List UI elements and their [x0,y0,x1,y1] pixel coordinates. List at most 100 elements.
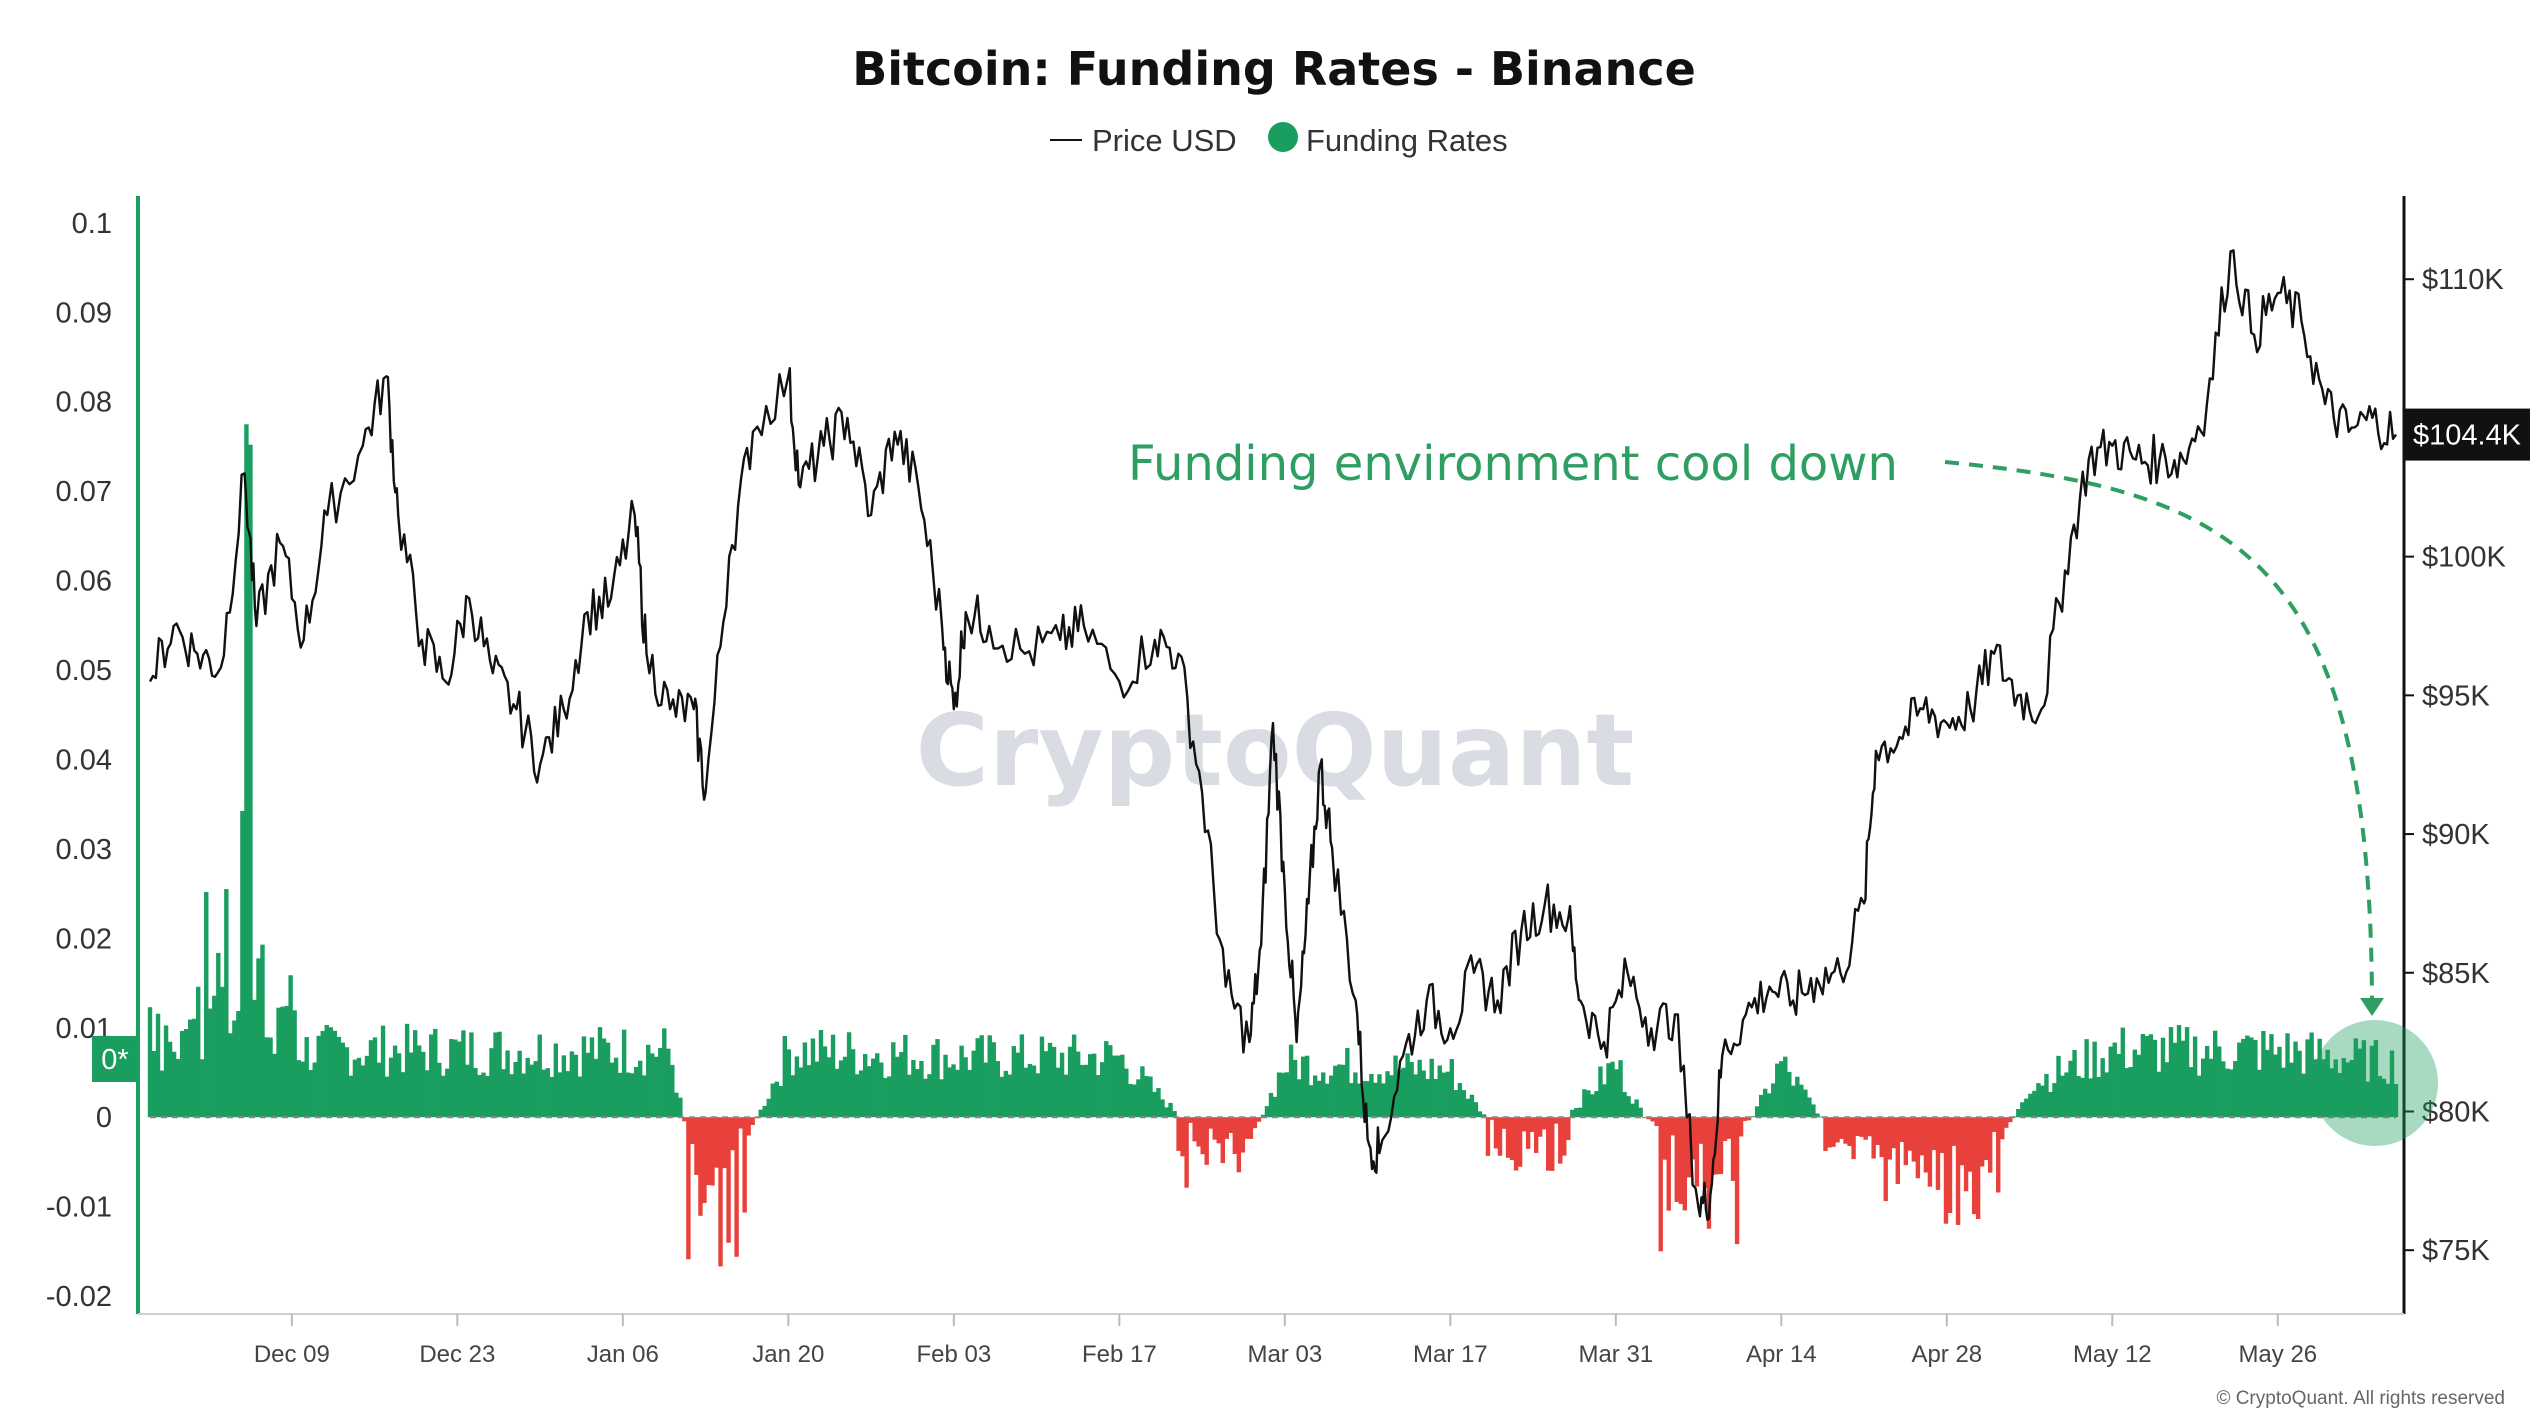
funding-bar-positive [1775,1063,1780,1118]
funding-bar-positive [449,1039,454,1118]
funding-bar-negative [1738,1117,1744,1137]
funding-bar-negative [1714,1117,1720,1175]
funding-bar-positive [2192,1036,2198,1118]
funding-bar-negative [1839,1117,1844,1139]
funding-bar-positive [1449,1059,1454,1118]
funding-bar-positive [975,1038,980,1118]
funding-bar-positive [1308,1085,1314,1118]
funding-bar-positive [509,1074,514,1118]
funding-bar-positive [376,1062,382,1118]
funding-bar-negative [1959,1117,1965,1166]
funding-bar-positive [2285,1033,2290,1118]
funding-bar-positive [2361,1040,2367,1118]
funding-bar-negative [1927,1117,1933,1187]
funding-bar-positive [2144,1036,2150,1118]
funding-bar-positive [991,1042,996,1118]
funding-bar-negative [1176,1117,1181,1151]
funding-bar-positive [2064,1072,2069,1118]
funding-bar-negative [1192,1117,1197,1142]
funding-bar-positive [979,1035,984,1118]
funding-bar-positive [224,889,229,1118]
funding-bar-negative [1216,1117,1221,1144]
funding-bar-negative [1907,1117,1913,1151]
funding-bar-positive [553,1043,559,1118]
funding-bar-positive [1345,1047,1350,1118]
funding-bar-negative [1915,1117,1921,1179]
right-tick-label: $100K [2422,542,2507,574]
funding-bar-positive [875,1053,880,1118]
funding-bar-negative [686,1117,691,1260]
funding-bar-positive [392,1045,398,1118]
funding-bar-positive [778,1085,784,1118]
funding-bar-negative [734,1117,739,1257]
funding-bar-negative [1935,1117,1941,1190]
funding-bar-positive [1124,1068,1129,1118]
funding-bar-positive [529,1064,534,1118]
funding-bar-negative [1566,1117,1571,1140]
funding-bar-negative [1517,1117,1523,1167]
funding-bar-positive [340,1042,346,1118]
funding-bar-negative [1489,1117,1495,1120]
funding-bar-positive [609,1062,615,1118]
funding-bar-positive [336,1036,342,1118]
funding-bar-positive [2172,1042,2178,1118]
funding-bar-positive [1120,1054,1125,1118]
funding-bar-positive [2245,1035,2250,1118]
funding-bar-positive [521,1073,526,1118]
funding-bar-positive [858,1070,864,1118]
funding-bar-negative [1835,1117,1840,1143]
funding-bar-positive [348,1075,354,1118]
funding-bar-negative [1248,1117,1254,1139]
funding-bar-positive [159,1070,165,1118]
funding-bar-positive [2281,1067,2286,1118]
funding-bar-positive [2092,1041,2097,1118]
funding-bar-positive [1083,1064,1089,1118]
funding-bar-positive [2353,1038,2359,1118]
funding-bar-negative [1891,1117,1896,1149]
funding-bar-positive [1787,1072,1792,1118]
funding-bar-positive [501,1069,506,1118]
funding-bar-negative [1887,1117,1892,1160]
funding-bar-positive [1317,1080,1322,1118]
left-axis-ticks: 0.10.090.080.070.060.050.040.030.020.010… [46,208,112,1313]
funding-bar-positive [2393,1083,2399,1118]
funding-bar-positive [400,1072,406,1118]
funding-bar-negative [1971,1117,1977,1215]
funding-bar-positive [2152,1039,2158,1118]
funding-bar-negative [714,1117,719,1168]
funding-bar-positive [1007,1074,1013,1118]
funding-bar-positive [2277,1046,2282,1118]
funding-bar-positive [489,1048,494,1118]
funding-bar-positive [183,1029,189,1118]
funding-bar-positive [561,1055,567,1118]
right-tick-label: $110K [2422,264,2504,296]
funding-bar-positive [1079,1064,1085,1118]
funding-bar-positive [822,1046,828,1118]
funding-bar-positive [380,1025,386,1118]
funding-bar-positive [666,1048,671,1118]
x-tick-label: Apr 14 [1746,1341,1817,1368]
funding-bar-positive [1417,1059,1422,1118]
funding-bar-positive [2096,1076,2101,1118]
funding-bar-positive [1369,1073,1374,1118]
current-price-bg [2404,408,2530,461]
funding-bar-positive [2369,1045,2375,1118]
funding-bar-positive [2389,1050,2395,1118]
funding-bar-positive [2180,1040,2186,1118]
funding-bar-negative [1871,1117,1876,1159]
funding-bar-positive [2132,1049,2138,1118]
funding-bar-negative [1855,1117,1860,1136]
funding-bar-positive [412,1030,418,1118]
funding-bar-positive [1389,1075,1394,1118]
funding-bar-negative [1903,1117,1909,1166]
funding-bar-positive [971,1050,976,1118]
funding-bar-negative [1670,1117,1675,1136]
funding-bar-positive [1172,1111,1177,1118]
funding-bar-positive [2233,1061,2238,1118]
funding-bar-positive [879,1062,884,1118]
funding-bar-positive [637,1060,643,1118]
funding-bar-positive [1409,1062,1414,1118]
funding-bar-positive [1104,1041,1109,1118]
funding-bar-positive [1377,1074,1382,1118]
funding-bar-positive [1075,1051,1081,1118]
